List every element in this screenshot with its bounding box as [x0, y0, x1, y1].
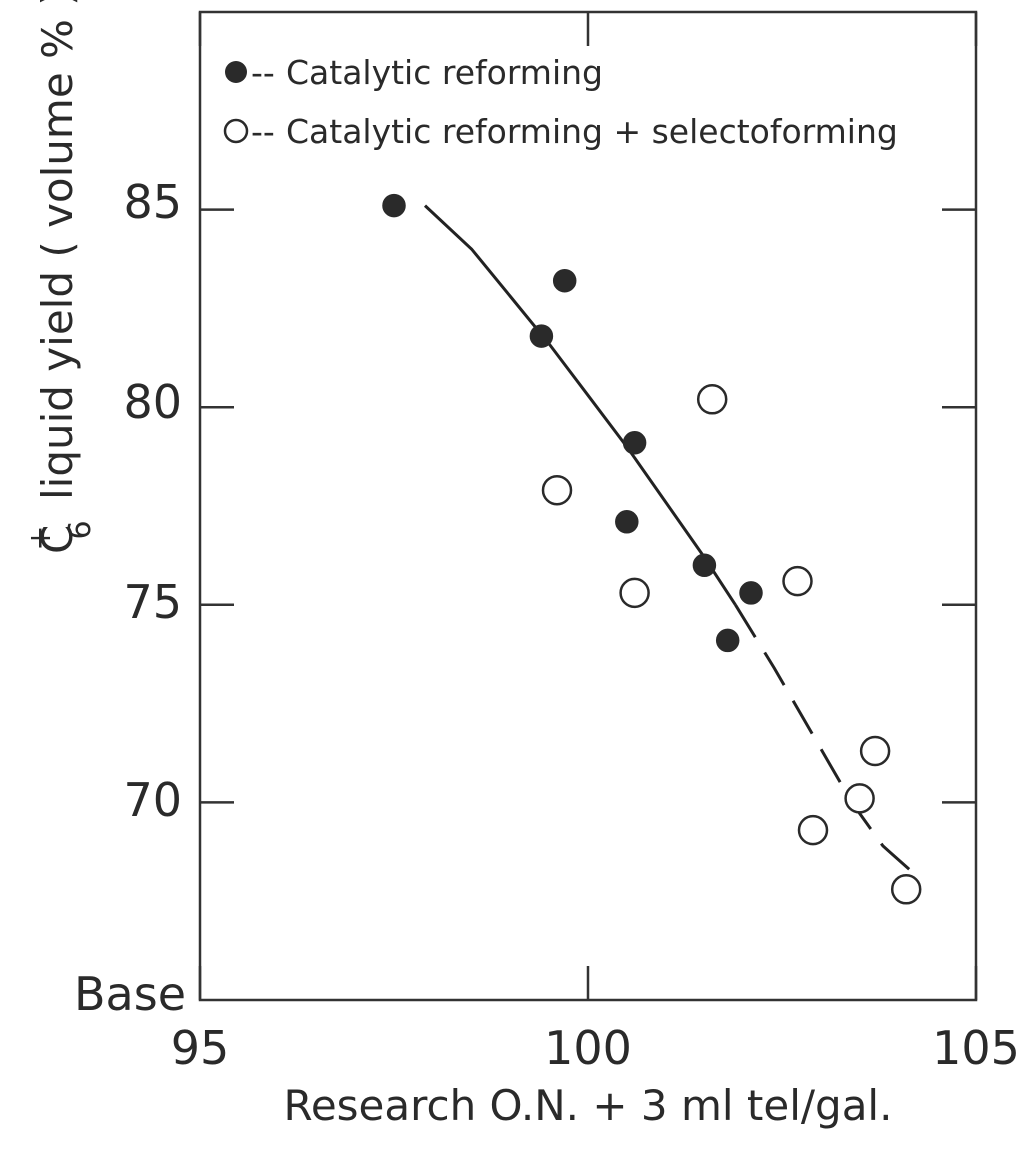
x-tick-label-105: 105 — [932, 1021, 1020, 1075]
point-selectoforming-4 — [797, 814, 829, 846]
point-catalytic-reforming-6 — [715, 628, 740, 653]
point-selectoforming-5 — [844, 783, 875, 814]
point-catalytic-reforming-2 — [552, 268, 577, 293]
fit-curve-solid — [423, 204, 737, 606]
y-tick-label-75: 75 — [123, 575, 182, 629]
fit-curve-dashed — [734, 604, 915, 875]
y-tick-label-70: 70 — [123, 773, 182, 827]
legend: -- Catalytic reforming -- Catalytic refo… — [223, 53, 898, 151]
legend-prefix-open: -- — [251, 112, 275, 151]
point-catalytic-reforming-7 — [739, 581, 763, 605]
legend-label-catalytic-reforming: Catalytic reforming — [286, 53, 603, 92]
legend-label-catalytic-reforming-selectoforming: Catalytic reforming + selectoforming — [286, 112, 898, 151]
fit-curve — [423, 204, 915, 875]
y-axis-title: liquid yield ( volume % ) C + 6 — [23, 0, 98, 554]
y-tick-label-80: 80 — [123, 375, 182, 429]
y-axis-title-sup: + — [23, 525, 58, 550]
point-catalytic-reforming-1 — [529, 324, 554, 348]
point-selectoforming-0 — [541, 474, 573, 506]
x-axis-title: Research O.N. + 3 ml tel/gal. — [284, 1081, 893, 1130]
point-selectoforming-7 — [890, 874, 922, 905]
plot-frame — [198, 10, 978, 1002]
y-base-label: Base — [74, 967, 186, 1021]
point-catalytic-reforming-4 — [622, 431, 647, 455]
x-tick-label-95: 95 — [171, 1021, 230, 1075]
point-selectoforming-2 — [696, 384, 728, 415]
point-selectoforming-3 — [782, 565, 813, 597]
legend-prefix-filled: -- — [251, 53, 275, 92]
data-points — [382, 193, 922, 905]
x-tick-label-100: 100 — [544, 1021, 632, 1075]
point-catalytic-reforming-5 — [692, 553, 717, 578]
point-catalytic-reforming-0 — [382, 193, 406, 218]
point-selectoforming-6 — [859, 735, 891, 767]
legend-marker-open — [223, 118, 249, 144]
legend-marker-filled — [225, 61, 247, 83]
y-tick-label-85: 85 — [123, 175, 182, 229]
point-catalytic-reforming-3 — [615, 510, 639, 534]
point-selectoforming-1 — [619, 577, 650, 609]
y-axis-title-main: liquid yield ( volume % ) — [33, 0, 82, 500]
axis-ticks — [198, 12, 978, 1000]
y-axis-title-species: C — [33, 525, 82, 554]
y-axis-title-sub: 6 — [63, 520, 98, 539]
